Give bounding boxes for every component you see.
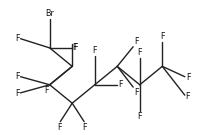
Text: F: F — [72, 43, 77, 52]
Text: F: F — [137, 48, 142, 57]
Text: F: F — [57, 123, 62, 132]
Text: Br: Br — [45, 9, 54, 18]
Text: F: F — [15, 72, 19, 81]
Text: F: F — [186, 73, 191, 82]
Text: F: F — [119, 80, 123, 89]
Text: F: F — [15, 34, 19, 43]
Text: F: F — [160, 32, 165, 41]
Text: F: F — [134, 37, 138, 46]
Text: F: F — [137, 112, 142, 121]
Text: F: F — [83, 123, 87, 132]
Text: F: F — [74, 43, 78, 52]
Text: F: F — [93, 46, 97, 55]
Text: F: F — [44, 86, 49, 94]
Text: F: F — [134, 88, 138, 97]
Text: F: F — [186, 92, 190, 101]
Text: F: F — [15, 89, 19, 98]
